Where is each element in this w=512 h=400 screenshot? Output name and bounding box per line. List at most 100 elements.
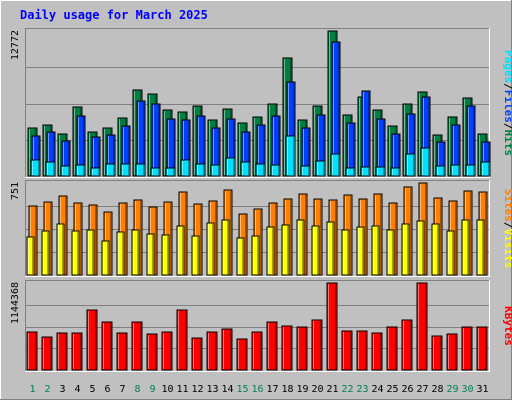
bar-pages-day-20 — [315, 160, 326, 177]
bar-kbytes-day-10 — [161, 331, 173, 371]
bar-kbytes-day-19 — [296, 326, 308, 371]
bar-sites-day-18 — [281, 224, 290, 276]
bar-kbytes-day-15 — [236, 338, 248, 371]
bar-kbytes-day-25 — [386, 326, 398, 371]
bar-sites-day-13 — [206, 222, 215, 276]
bar-kbytes-day-5 — [86, 309, 98, 371]
legend-text: Pages/Files/Hits — [502, 50, 512, 156]
bar-sites-day-16 — [251, 235, 260, 276]
legend-hits-files-pages: Pages/Files/Hits — [502, 50, 512, 156]
bar-sites-day-17 — [266, 226, 275, 276]
bar-pages-day-30 — [465, 164, 476, 177]
bar-sites-day-10 — [161, 234, 170, 276]
day-label-15: 15 — [236, 384, 248, 395]
bar-kbytes-day-31 — [476, 326, 488, 371]
panel-visits-sites: 751 Sites/Visits — [10, 180, 512, 277]
bar-sites-day-21 — [326, 221, 335, 276]
bar-kbytes-day-9 — [146, 333, 158, 371]
bar-pages-day-1 — [30, 159, 41, 177]
day-label-12: 12 — [191, 384, 203, 395]
bar-pages-day-3 — [60, 165, 71, 177]
y-max-label: 751 — [10, 182, 21, 200]
bar-sites-day-24 — [371, 225, 380, 276]
bar-sites-day-3 — [56, 223, 65, 276]
bar-pages-day-24 — [375, 166, 386, 177]
legend-entry-sites: Sites — [502, 189, 512, 222]
legend-kbytes: KBytes — [502, 306, 512, 346]
day-label-16: 16 — [251, 384, 263, 395]
day-label-2: 2 — [44, 384, 50, 395]
bar-kbytes-day-18 — [281, 325, 293, 371]
day-label-20: 20 — [311, 384, 323, 395]
bar-pages-day-6 — [105, 163, 116, 177]
legend-entry-pages: Pages — [502, 50, 512, 83]
bar-pages-day-5 — [90, 167, 101, 177]
day-label-8: 8 — [134, 384, 140, 395]
day-label-21: 21 — [326, 384, 338, 395]
y-max-label: 1144368 — [10, 282, 21, 324]
day-label-4: 4 — [74, 384, 80, 395]
legend-text: Sites/Visits — [502, 189, 512, 269]
bar-kbytes-day-30 — [461, 326, 473, 371]
day-label-1: 1 — [29, 384, 35, 395]
bar-pages-day-7 — [120, 163, 131, 177]
bar-pages-day-26 — [405, 153, 416, 177]
bar-sites-day-31 — [476, 219, 485, 276]
bar-pages-day-8 — [135, 163, 146, 177]
day-label-13: 13 — [206, 384, 218, 395]
bar-sites-day-6 — [101, 240, 110, 276]
bar-sites-day-23 — [356, 226, 365, 276]
day-label-6: 6 — [104, 384, 110, 395]
bar-sites-day-22 — [341, 229, 350, 276]
bar-pages-day-23 — [360, 166, 371, 177]
day-label-30: 30 — [461, 384, 473, 395]
day-label-28: 28 — [431, 384, 443, 395]
day-label-25: 25 — [386, 384, 398, 395]
day-label-3: 3 — [59, 384, 65, 395]
legend-entry-files: Files — [502, 90, 512, 123]
bar-kbytes-day-22 — [341, 330, 353, 371]
bar-kbytes-day-17 — [266, 321, 278, 371]
bar-sites-day-1 — [26, 236, 35, 276]
bar-sites-day-11 — [176, 225, 185, 276]
legend-entry-: / — [502, 222, 512, 229]
bar-sites-day-9 — [146, 233, 155, 276]
bar-sites-day-29 — [446, 230, 455, 276]
bar-sites-day-4 — [71, 230, 80, 276]
day-label-7: 7 — [119, 384, 125, 395]
bar-pages-day-13 — [210, 164, 221, 177]
legend-entry-kbytes: KBytes — [502, 306, 512, 346]
bar-kbytes-day-8 — [131, 321, 143, 371]
bar-pages-day-12 — [195, 163, 206, 177]
bar-sites-day-30 — [461, 219, 470, 276]
bar-pages-day-15 — [240, 161, 251, 177]
chart-title: Daily usage for March 2025 — [20, 8, 208, 22]
bar-sites-day-8 — [131, 229, 140, 276]
bar-sites-day-27 — [416, 220, 425, 276]
series-kbytes — [26, 282, 488, 371]
bar-sites-day-5 — [86, 229, 95, 276]
bar-pages-day-29 — [450, 164, 461, 177]
bar-kbytes-day-6 — [101, 321, 113, 371]
bar-kbytes-day-23 — [356, 330, 368, 371]
bar-kbytes-day-13 — [206, 331, 218, 371]
bar-pages-day-9 — [150, 167, 161, 177]
series-pages — [30, 135, 491, 177]
day-axis-labels: 1 2 3 4 5 6 7 8 9 10 11 12 13 14 15 16 17 18 19 20 21 22 23 24 2… — [29, 384, 488, 395]
bar-sites-day-14 — [221, 219, 230, 276]
bar-kbytes-day-16 — [251, 331, 263, 371]
legend-entry-visits: Visits — [502, 229, 512, 269]
bar-pages-day-10 — [165, 167, 176, 177]
series-sites — [26, 219, 485, 276]
day-label-10: 10 — [161, 384, 173, 395]
day-label-26: 26 — [401, 384, 413, 395]
bar-kbytes-day-11 — [176, 309, 188, 371]
bar-pages-day-22 — [345, 167, 356, 177]
bar-sites-day-25 — [386, 229, 395, 276]
bar-kbytes-day-1 — [26, 331, 38, 371]
bar-sites-day-26 — [401, 223, 410, 276]
day-label-23: 23 — [356, 384, 368, 395]
legend-entry-hits: Hits — [502, 130, 512, 157]
